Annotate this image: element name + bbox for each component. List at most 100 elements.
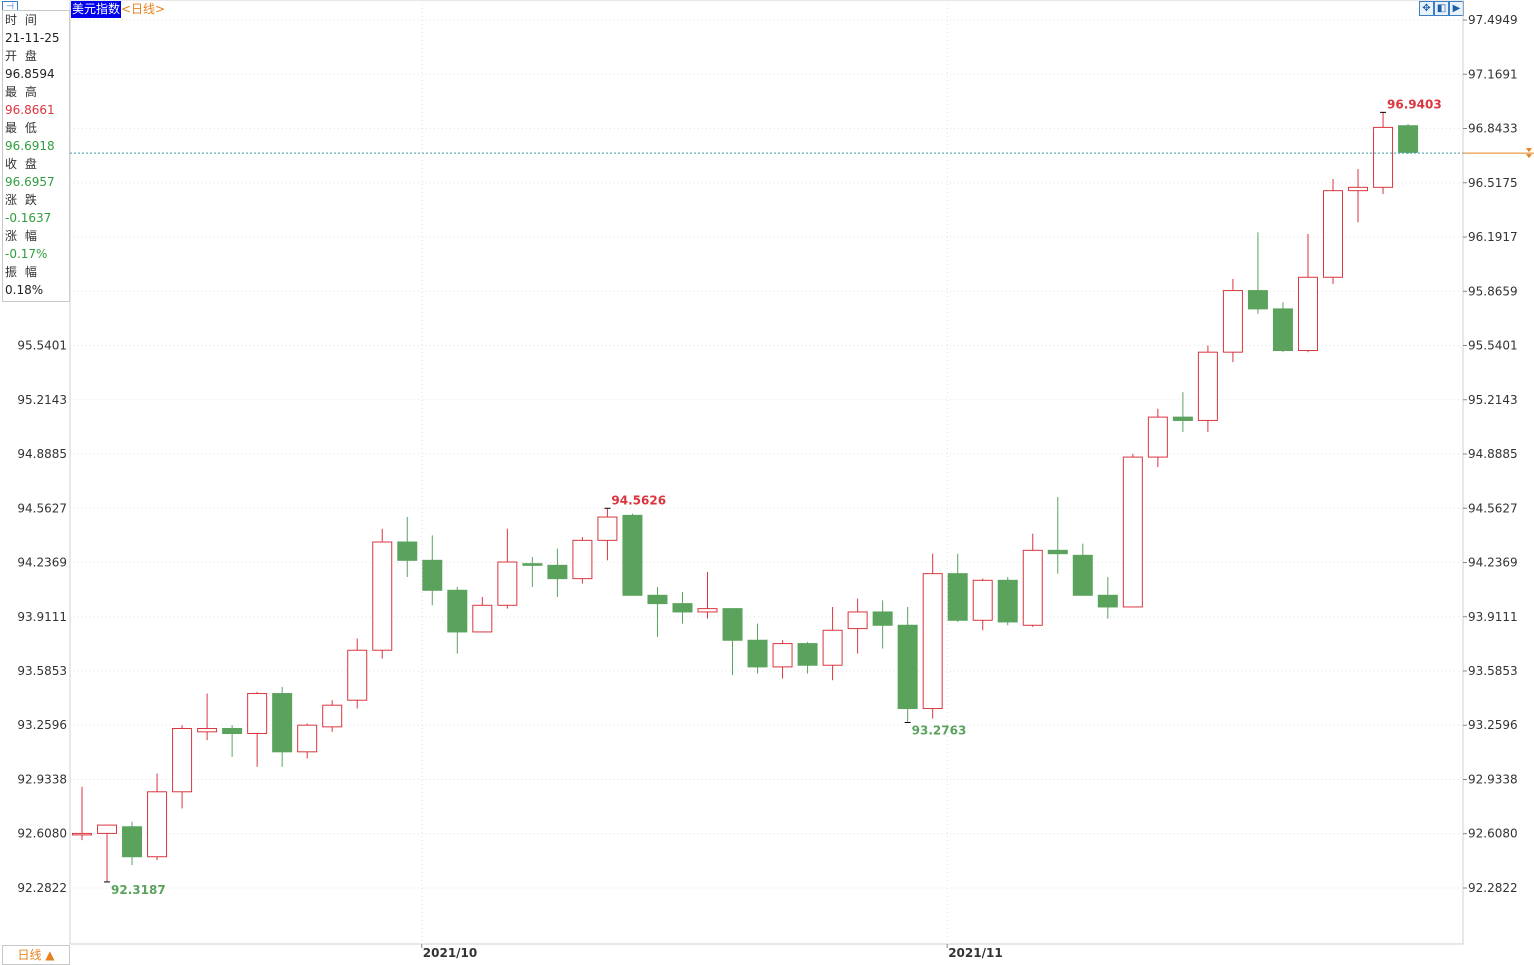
y-tick-label-left: 92.6080 — [17, 827, 67, 841]
prev-icon[interactable]: ◧ — [1434, 1, 1449, 16]
candle-body — [572, 539, 593, 580]
y-tick-label-right: 94.8885 — [1468, 447, 1518, 461]
candle-body — [422, 559, 443, 591]
y-tick-label-right: 93.9111 — [1468, 610, 1518, 624]
candle-body — [622, 514, 643, 596]
ohlc-info-panel: 时 间 21-11-25 开 盘 96.8594 最 高 96.8661 最 低… — [2, 10, 70, 302]
period-button[interactable]: 日线 ▲ — [2, 945, 70, 965]
y-tick-label-right: 92.6080 — [1468, 827, 1518, 841]
open-label: 开 盘 — [5, 49, 39, 63]
y-tick-label-right: 97.1691 — [1468, 67, 1518, 81]
close-value: 96.6957 — [5, 175, 55, 189]
high-value: 96.8661 — [5, 103, 55, 117]
close-label: 收 盘 — [5, 157, 39, 171]
candle-body — [122, 826, 143, 858]
candle-body — [1348, 186, 1369, 192]
y-tick-label-left: 92.9338 — [17, 772, 67, 786]
y-tick-label-right: 92.2822 — [1468, 881, 1518, 895]
change-label: 涨 跌 — [5, 193, 39, 207]
candle-body — [172, 728, 193, 793]
candle-body — [847, 611, 868, 630]
period-tag[interactable]: <日线> — [121, 2, 166, 16]
y-tick-label-right: 94.2369 — [1468, 556, 1518, 570]
candle-body — [897, 624, 918, 710]
extreme-label: 94.5626 — [611, 493, 666, 507]
candle-body — [1197, 351, 1218, 421]
candle-body — [872, 611, 893, 626]
x-tick-label: 2021/11 — [948, 946, 1002, 960]
candle-body — [822, 629, 843, 666]
candle-body — [222, 728, 243, 735]
candle-body — [1072, 554, 1093, 596]
amplitude-label: 振 幅 — [5, 265, 39, 279]
plot-frame — [69, 0, 1464, 945]
current-price-arrow-icon — [1526, 154, 1532, 159]
candle-body — [647, 594, 668, 605]
y-tick-label-left: 93.9111 — [17, 610, 67, 624]
candle-body — [672, 603, 693, 613]
pct-change-label: 涨 幅 — [5, 229, 39, 243]
candle-body — [522, 563, 543, 566]
low-label: 最 低 — [5, 121, 39, 135]
y-tick-label-right: 95.5401 — [1468, 339, 1518, 353]
y-tick-label-left: 93.5853 — [17, 664, 67, 678]
candle-body — [1172, 416, 1193, 421]
y-tick-label-right: 96.1917 — [1468, 230, 1518, 244]
instrument-title: 美元指数 — [71, 1, 122, 18]
candle-body — [1247, 290, 1268, 310]
y-tick-label-right: 95.2143 — [1468, 393, 1518, 407]
y-tick-label-left: 94.2369 — [17, 556, 67, 570]
high-label: 最 高 — [5, 85, 39, 99]
candle-body — [322, 704, 343, 728]
candle-body — [472, 604, 493, 633]
candle-body — [97, 824, 118, 834]
candle-body — [1022, 549, 1043, 626]
current-price-arrow-icon — [1526, 148, 1532, 153]
change-value: -0.1637 — [5, 211, 52, 225]
candle-body — [1297, 276, 1318, 352]
candle-body — [997, 579, 1018, 623]
time-label: 时 间 — [5, 13, 39, 27]
pct-change-value: -0.17% — [5, 247, 48, 261]
candle-body — [147, 791, 168, 858]
y-tick-label-right: 93.2596 — [1468, 718, 1518, 732]
y-tick-label-left: 94.5627 — [17, 501, 67, 515]
candle-body — [972, 579, 993, 621]
candle-body — [247, 693, 268, 735]
candle-body — [597, 516, 618, 541]
candle-body — [297, 724, 318, 753]
extreme-label: 93.2763 — [912, 723, 967, 737]
candle-body — [347, 649, 368, 701]
y-tick-label-left: 93.2596 — [17, 718, 67, 732]
candle-body — [272, 693, 293, 753]
y-tick-label-left: 95.2143 — [17, 393, 67, 407]
x-tick-label: 2021/10 — [423, 946, 477, 960]
candle-body — [372, 541, 393, 651]
candle-body — [447, 589, 468, 633]
candle-body — [697, 608, 718, 613]
candle-body — [72, 832, 92, 836]
candle-body — [497, 561, 518, 606]
candle-body — [1398, 125, 1419, 153]
y-tick-label-right: 94.5627 — [1468, 501, 1518, 515]
candle-body — [1122, 456, 1143, 608]
candle-body — [547, 564, 568, 580]
candle-body — [397, 541, 418, 561]
open-value: 96.8594 — [5, 67, 55, 81]
fullscreen-icon[interactable]: ✥ — [1419, 1, 1434, 16]
candle-body — [1323, 190, 1343, 278]
candle-body — [1373, 126, 1394, 188]
candle-body — [1047, 549, 1068, 555]
extreme-label: 92.3187 — [111, 883, 166, 897]
candle-body — [772, 643, 793, 668]
candle-body — [947, 573, 968, 621]
candle-body — [1222, 290, 1243, 353]
y-tick-label-left: 94.8885 — [17, 447, 67, 461]
y-tick-label-left: 95.5401 — [17, 339, 67, 353]
y-tick-label-right: 95.8659 — [1468, 284, 1518, 298]
extreme-label: 96.9403 — [1387, 97, 1442, 111]
y-tick-label-left: 92.2822 — [17, 881, 67, 895]
y-tick-label-right: 92.9338 — [1468, 772, 1518, 786]
y-tick-label-right: 96.8433 — [1468, 122, 1518, 136]
